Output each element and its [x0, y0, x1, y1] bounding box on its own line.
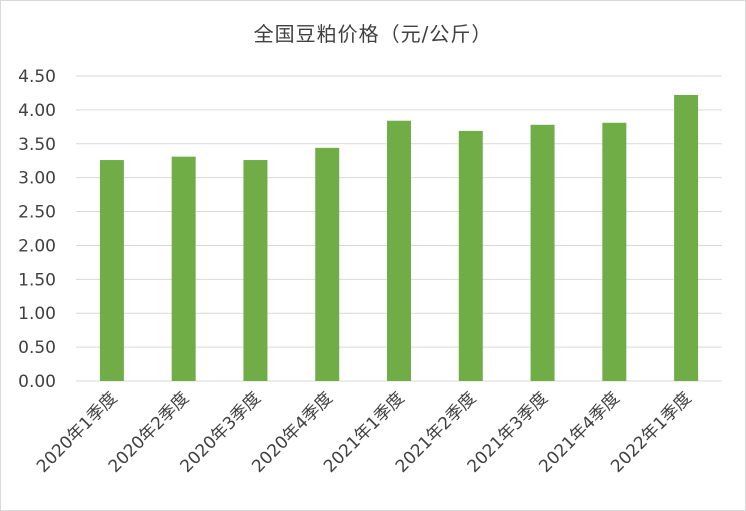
- y-tick-label: 2.00: [18, 236, 56, 256]
- y-tick-label: 3.50: [18, 135, 56, 155]
- y-tick-label: 2.50: [18, 203, 56, 223]
- x-axis-ticks: 2020年1季度2020年2季度2020年3季度2020年4季度2021年1季度…: [33, 388, 696, 476]
- y-tick-label: 0.50: [18, 338, 56, 358]
- y-axis-ticks: 0.00 0.50 1.00 1.50 2.00 2.50 3.00 3.50 4.00 4.50: [18, 67, 56, 392]
- bar: [171, 156, 196, 381]
- y-tick-label: 4.00: [18, 101, 56, 121]
- bar: [315, 147, 340, 381]
- y-tick-label: 0.00: [18, 372, 56, 392]
- y-tick-label: 4.50: [18, 67, 56, 87]
- bar: [99, 160, 124, 381]
- bar: [674, 94, 699, 381]
- bars: [99, 94, 699, 382]
- y-tick-label: 1.00: [18, 304, 56, 324]
- bar: [387, 120, 411, 381]
- y-tick-label: 1.50: [18, 270, 56, 290]
- bar: [530, 124, 555, 382]
- bar: [458, 130, 483, 381]
- chart-title: 全国豆粕价格（元/公斤）: [253, 22, 493, 46]
- y-tick-label: 3.00: [18, 169, 56, 189]
- bar: [243, 160, 268, 381]
- bar: [602, 122, 627, 382]
